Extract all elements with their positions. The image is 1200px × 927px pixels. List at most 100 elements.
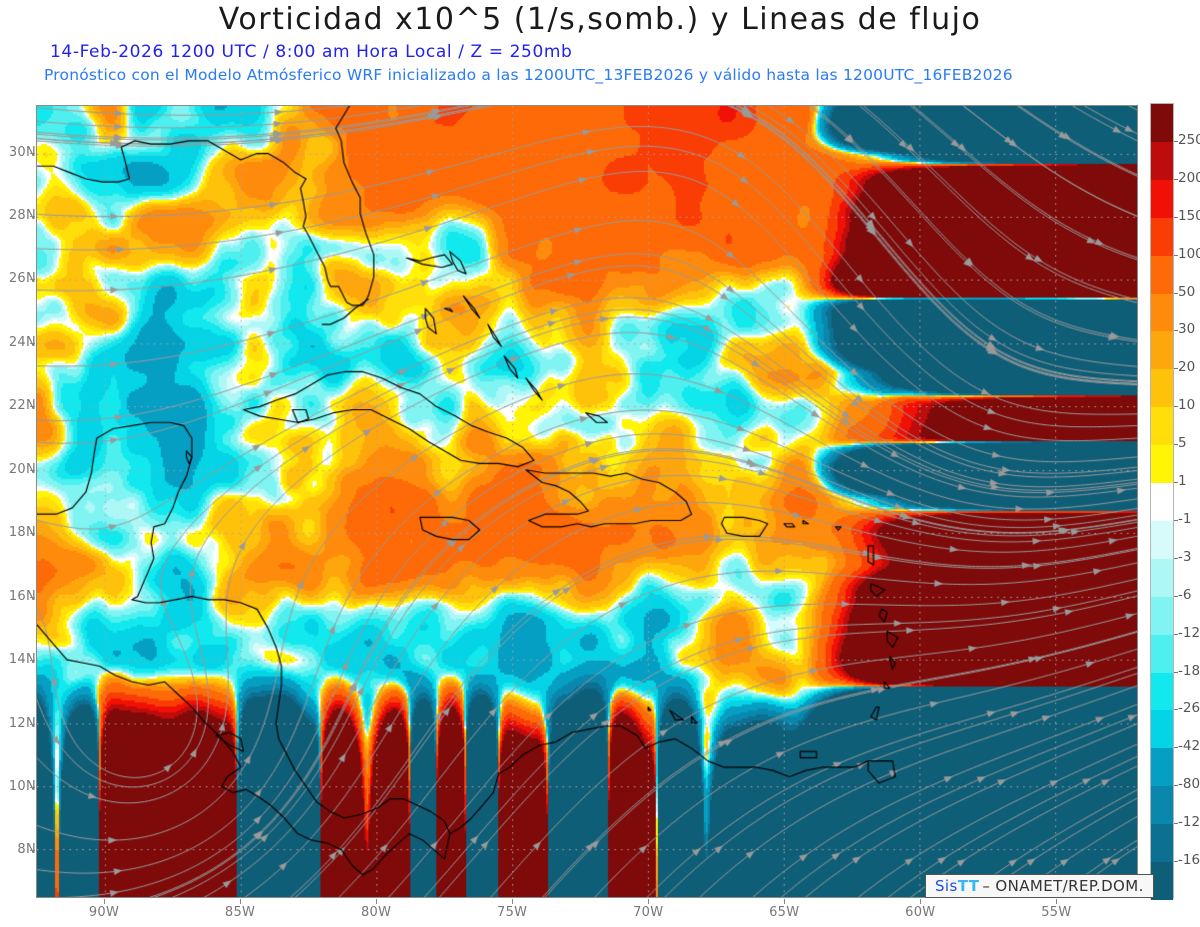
colorbar-tick-label: -160 <box>1178 852 1200 869</box>
colorbar-tick-mark <box>1174 747 1178 749</box>
colorbar-tick-mark <box>1174 140 1178 142</box>
colorbar-band <box>1151 255 1173 294</box>
lat-tick-mark <box>30 660 35 662</box>
lon-tick-label: 55W <box>1041 905 1072 920</box>
lat-tick-mark <box>30 850 35 852</box>
page-title: Vorticidad x10^5 (1/s,somb.) y Lineas de… <box>218 2 982 37</box>
colorbar-tick-label: -80 <box>1178 776 1200 793</box>
colorbar-tick-label: -6 <box>1178 586 1192 603</box>
colorbar-tick-label: 100 <box>1178 245 1200 262</box>
lat-tick-label: 16N <box>8 588 36 604</box>
colorbar-band <box>1151 445 1173 484</box>
logo-tt-text: TT <box>957 877 980 895</box>
colorbar-tick-label: -1 <box>1178 510 1192 527</box>
lon-tick-label: 75W <box>497 905 528 920</box>
colorbar-tick-mark <box>1174 671 1178 673</box>
colorbar-band <box>1151 558 1173 598</box>
lon-tick-mark <box>512 899 514 904</box>
colorbar-tick-mark <box>1174 595 1178 597</box>
colorbar-tick-label: 30 <box>1178 321 1196 338</box>
lon-tick-mark <box>376 899 378 904</box>
colorbar-tick-label: 1 <box>1178 473 1187 490</box>
colorbar-tick-label: -26 <box>1178 700 1200 717</box>
lat-tick-mark <box>30 152 35 154</box>
colorbar[interactable] <box>1150 103 1174 901</box>
lon-tick-label: 60W <box>905 905 936 920</box>
colorbar-tick-mark <box>1174 823 1178 825</box>
lat-tick-mark <box>30 786 35 788</box>
colorbar-tick-mark <box>1174 406 1178 408</box>
colorbar-band <box>1151 217 1173 257</box>
lat-tick-mark <box>30 469 35 471</box>
lat-tick-mark <box>30 723 35 725</box>
lon-tick-mark <box>784 899 786 904</box>
colorbar-tick-mark <box>1174 254 1178 256</box>
colorbar-tick-mark <box>1174 178 1178 180</box>
lat-tick-mark <box>30 279 35 281</box>
valid-time-line: 14-Feb-2026 1200 UTC / 8:00 am Hora Loca… <box>50 42 573 62</box>
colorbar-tick-label: 20 <box>1178 359 1196 376</box>
colorbar-tick-mark <box>1174 330 1178 332</box>
colorbar-tick-mark <box>1174 444 1178 446</box>
lat-tick-mark <box>30 596 35 598</box>
lon-tick-label: 70W <box>633 905 664 920</box>
lat-tick-label: 30N <box>8 144 36 160</box>
colorbar-band <box>1151 179 1173 219</box>
lon-tick-label: 85W <box>224 905 256 920</box>
colorbar-band <box>1151 520 1173 560</box>
lat-tick-mark <box>30 533 35 535</box>
lat-tick-mark <box>30 342 35 344</box>
provider-logo: Sis TT – ONAMET/REP.DOM. <box>925 874 1154 898</box>
colorbar-tick-label: 250 <box>1178 131 1200 148</box>
map-plot-area[interactable] <box>36 105 1138 898</box>
colorbar-band <box>1151 634 1173 674</box>
colorbar-tick-label: -42 <box>1178 738 1200 755</box>
colorbar-tick-mark <box>1174 216 1178 218</box>
colorbar-tick-mark <box>1174 557 1178 559</box>
lat-tick-label: 28N <box>8 208 36 224</box>
lon-tick-label: 90W <box>88 905 120 920</box>
colorbar-tick-mark <box>1174 785 1178 787</box>
colorbar-tick-label: 150 <box>1178 207 1200 224</box>
colorbar-band <box>1151 331 1173 370</box>
colorbar-band <box>1151 104 1173 143</box>
colorbar-tick-label: -18 <box>1178 662 1200 679</box>
colorbar-band <box>1151 293 1173 332</box>
model-info-line: Pronóstico con el Modelo Atmósferico WRF… <box>44 66 1013 84</box>
colorbar-tick-mark <box>1174 519 1178 521</box>
colorbar-band <box>1151 672 1173 711</box>
colorbar-tick-mark <box>1174 292 1178 294</box>
lon-tick-mark <box>648 899 650 904</box>
lon-tick-label: 80W <box>360 905 392 920</box>
lat-tick-label: 10N <box>8 778 36 794</box>
colorbar-tick-label: 5 <box>1178 435 1187 452</box>
colorbar-tick-label: 10 <box>1178 397 1196 414</box>
colorbar-tick-label: 50 <box>1178 283 1196 300</box>
lon-tick-mark <box>1056 899 1058 904</box>
colorbar-band <box>1151 824 1173 863</box>
colorbar-tick-mark <box>1174 482 1178 484</box>
lat-tick-mark <box>30 406 35 408</box>
colorbar-tick-label: -12 <box>1178 624 1200 641</box>
colorbar-tick-mark <box>1174 633 1178 635</box>
colorbar-band <box>1151 748 1173 787</box>
lat-tick-label: 18N <box>8 525 36 541</box>
lon-tick-mark <box>240 899 242 904</box>
lat-tick-label: 14N <box>8 652 36 668</box>
lat-tick-label: 26N <box>8 271 36 287</box>
lat-tick-mark <box>30 216 35 218</box>
lat-tick-label: 22N <box>8 398 36 414</box>
colorbar-band <box>1151 862 1173 901</box>
lon-tick-label: 65W <box>769 905 800 920</box>
colorbar-band <box>1151 141 1173 181</box>
lat-tick-label: 24N <box>8 334 36 350</box>
vorticity-streamline-canvas <box>37 106 1137 897</box>
logo-sis-text: Sis <box>935 877 958 895</box>
logo-org-text: – ONAMET/REP.DOM. <box>982 877 1144 895</box>
colorbar-tick-label: 200 <box>1178 169 1200 186</box>
colorbar-band <box>1151 483 1173 522</box>
colorbar-band <box>1151 369 1173 408</box>
colorbar-tick-label: -3 <box>1178 548 1192 565</box>
colorbar-tick-mark <box>1174 861 1178 863</box>
